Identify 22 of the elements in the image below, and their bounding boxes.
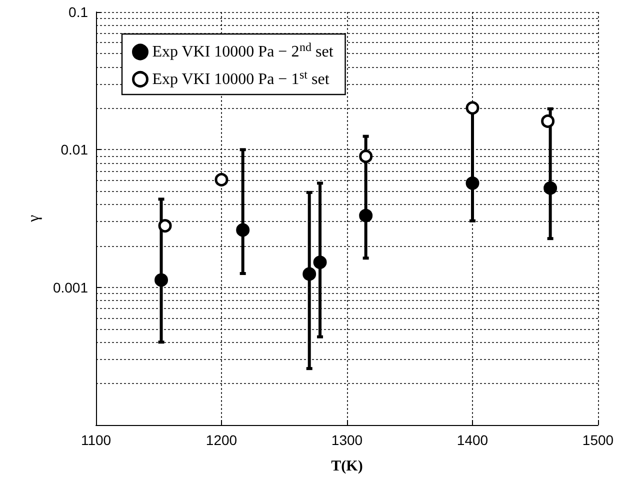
x-tick-label: 1500 bbox=[582, 432, 614, 448]
y-tick-label: 0.01 bbox=[60, 142, 88, 158]
x-tick-label: 1300 bbox=[331, 432, 363, 448]
x-tick-label: 1200 bbox=[206, 432, 238, 448]
y-tick-label: 0.1 bbox=[68, 4, 88, 20]
point bbox=[302, 267, 316, 281]
point bbox=[214, 172, 228, 186]
point bbox=[158, 219, 172, 233]
point bbox=[154, 273, 168, 287]
y-tick-label: 0.001 bbox=[52, 279, 88, 296]
x-tick-label: 1400 bbox=[456, 432, 488, 448]
point bbox=[544, 181, 558, 195]
point bbox=[359, 208, 373, 222]
point bbox=[466, 101, 480, 115]
point bbox=[313, 256, 327, 270]
x-axis-title: T(K) bbox=[331, 458, 363, 474]
point bbox=[541, 114, 555, 128]
point bbox=[236, 223, 250, 237]
y-axis-title: γ bbox=[26, 214, 43, 224]
point bbox=[359, 150, 373, 164]
x-tick-label: 1100 bbox=[80, 432, 112, 448]
point bbox=[466, 176, 480, 190]
